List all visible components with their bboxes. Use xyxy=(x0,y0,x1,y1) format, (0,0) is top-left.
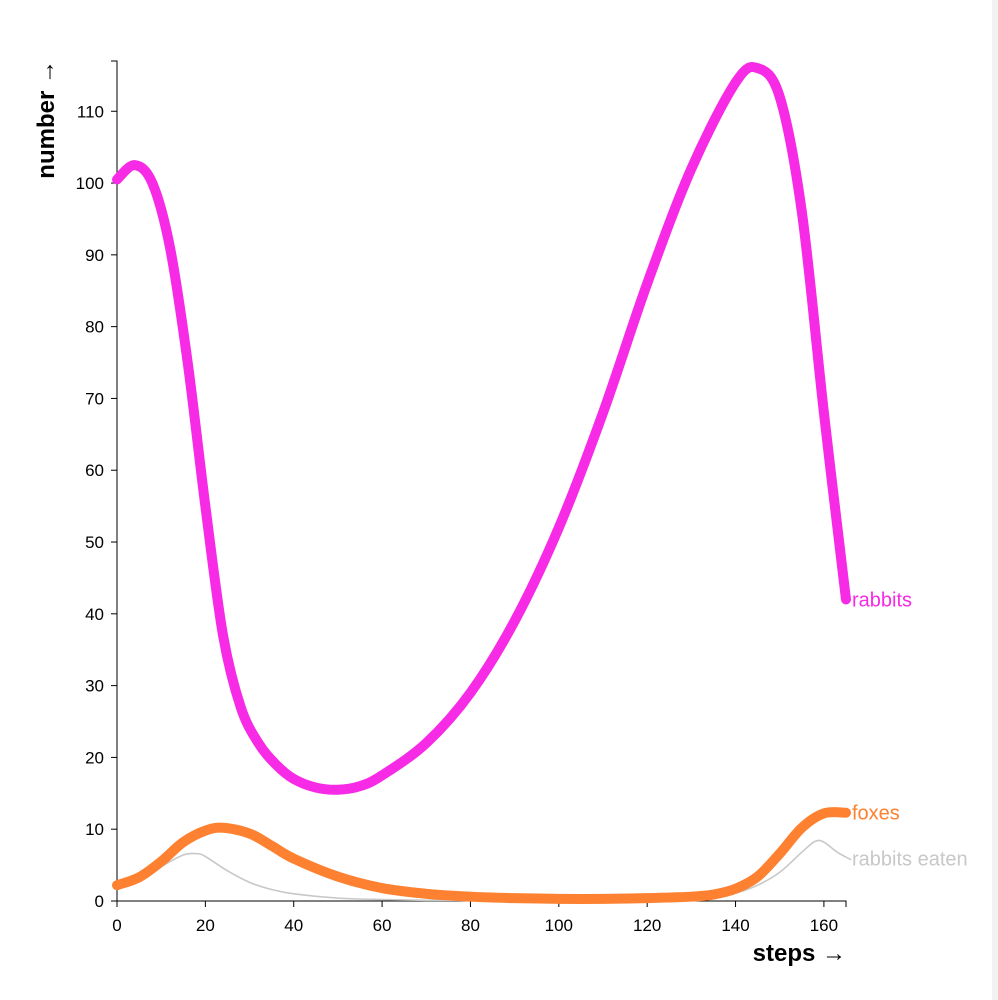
x-tick-label: 140 xyxy=(721,916,749,935)
x-tick-label: 0 xyxy=(112,916,121,935)
y-tick-label: 60 xyxy=(85,461,104,480)
x-tick-label: 100 xyxy=(545,916,573,935)
x-tick: 0 xyxy=(112,901,122,935)
x-tick: 100 xyxy=(545,901,573,935)
series-label-foxes: foxes xyxy=(852,803,900,825)
y-tick: 80 xyxy=(85,318,117,337)
x-tick-label: 60 xyxy=(373,916,392,935)
x-tick-label: 160 xyxy=(810,916,838,935)
x-tick: 160 xyxy=(810,901,838,935)
x-tick-label: 120 xyxy=(633,916,661,935)
y-tick-label: 110 xyxy=(77,102,104,121)
y-tick-label: 90 xyxy=(85,246,104,265)
x-tick-label: 20 xyxy=(196,916,215,935)
series-labels: rabbits foxes rabbits eaten xyxy=(852,589,968,870)
x-tick-label: 40 xyxy=(284,916,303,935)
series-line-foxes xyxy=(112,807,851,904)
x-tick: 60 xyxy=(373,901,392,935)
x-tick: 20 xyxy=(196,901,215,935)
y-tick-label: 10 xyxy=(85,820,104,839)
x-tick: 40 xyxy=(284,901,303,935)
y-tick-label: 0 xyxy=(95,892,104,911)
x-ticks: 0 20 40 60 80 100 120 140 160 xyxy=(112,901,838,935)
y-tick-label: 30 xyxy=(85,677,104,696)
y-axis-line xyxy=(111,60,118,902)
window-edge xyxy=(992,0,998,1000)
y-tick: 90 xyxy=(85,246,117,265)
y-ticks: 0 10 20 30 40 50 60 70 80 90 100 110 xyxy=(76,102,117,911)
series-label-rabbits-eaten: rabbits eaten xyxy=(852,848,968,870)
y-tick-label: 80 xyxy=(85,318,104,337)
y-tick: 110 xyxy=(77,102,117,121)
x-tick: 80 xyxy=(461,901,480,935)
x-axis-title: steps → xyxy=(753,940,846,967)
y-tick: 70 xyxy=(85,389,117,408)
y-tick: 50 xyxy=(85,533,117,552)
y-tick-label: 50 xyxy=(85,533,104,552)
x-tick: 140 xyxy=(721,901,750,935)
x-tick: 120 xyxy=(633,901,661,935)
y-tick: 60 xyxy=(85,461,117,480)
y-tick-label: 40 xyxy=(85,605,104,624)
y-tick-label: 20 xyxy=(85,748,104,767)
y-tick: 30 xyxy=(85,677,117,696)
series-lines xyxy=(112,62,852,904)
y-tick-label: 70 xyxy=(85,389,104,408)
x-tick-label: 80 xyxy=(461,916,480,935)
axes: 0 20 40 60 80 100 120 140 160 0 10 20 30 40 50 60 70 80 9… xyxy=(76,60,847,935)
series-line-rabbits xyxy=(112,62,851,795)
series-label-rabbits: rabbits xyxy=(852,589,912,611)
y-tick: 40 xyxy=(85,605,117,624)
y-tick: 0 xyxy=(95,892,117,911)
y-tick: 100 xyxy=(76,174,117,193)
y-tick: 10 xyxy=(85,820,117,839)
y-axis-title: number → xyxy=(33,60,60,179)
y-tick-label: 100 xyxy=(76,174,104,193)
y-tick: 20 xyxy=(85,748,117,767)
